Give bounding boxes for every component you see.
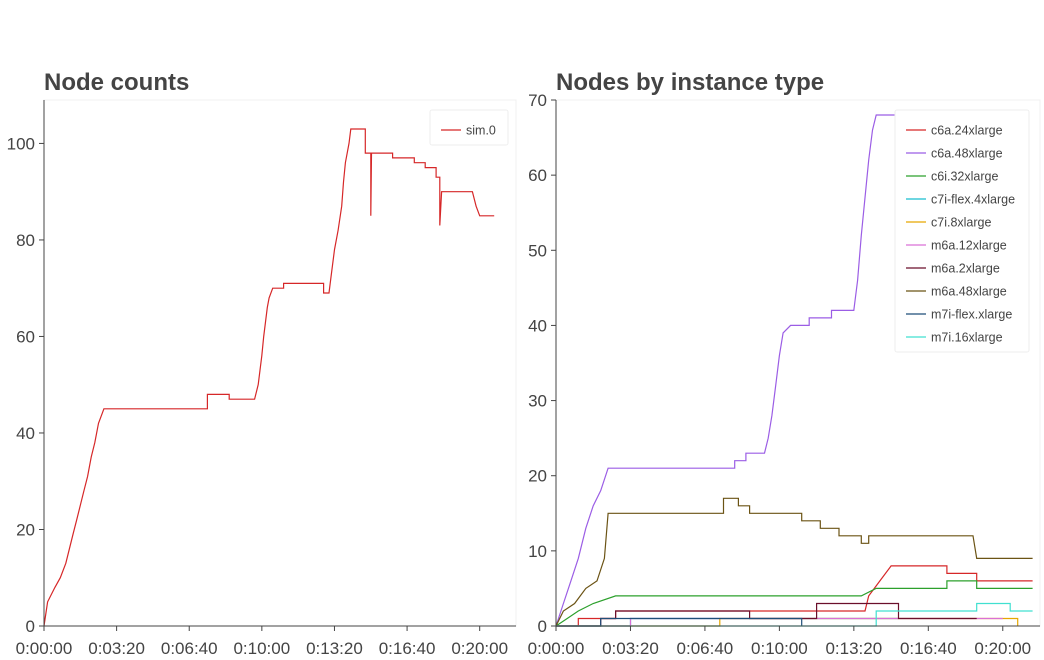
x-ticks: 0:00:00 0:03:20 0:06:40 0:10:00 0:13:20 0:16:… <box>528 626 1031 658</box>
y-tick-label: 100 <box>7 134 35 153</box>
x-tick-label: 0:06:40 <box>161 639 218 658</box>
x-tick-label: 0:20:00 <box>974 639 1031 658</box>
x-tick-label: 0:00:00 <box>16 639 73 658</box>
series-line-c7i-flex.4xlarge <box>556 617 899 627</box>
y-tick-label: 40 <box>528 316 547 335</box>
x-tick-label: 0:13:20 <box>825 639 882 658</box>
plot-frame <box>43 99 517 627</box>
y-tick-label: 0 <box>26 617 35 636</box>
legend-label: c7i-flex.4xlarge <box>931 193 1015 207</box>
legend-label: m7i.16xlarge <box>931 331 1003 345</box>
series-line-sim.0 <box>43 128 495 627</box>
series-line-c6a.24xlarge <box>556 565 1033 627</box>
legend-label: sim.0 <box>466 124 496 138</box>
series-line-c6i.32xlarge <box>555 580 1033 627</box>
series-line-m7i-flex.xlarge <box>556 617 803 627</box>
nodes-by-instance-type-chart: Nodes by instance type 0 10 20 30 40 50 60 70 0… <box>528 69 1041 658</box>
legend: sim.0 <box>429 109 509 146</box>
legend-label: m7i-flex.xlarge <box>931 308 1012 322</box>
x-tick-label: 0:16:40 <box>379 639 436 658</box>
x-tick-label: 0:10:00 <box>751 639 808 658</box>
x-tick-label: 0:10:00 <box>233 639 290 658</box>
y-ticks: 0 20 40 60 80 100 <box>7 134 44 636</box>
y-tick-label: 10 <box>528 542 547 561</box>
y-tick-label: 50 <box>528 241 547 260</box>
y-tick-label: 80 <box>16 231 35 250</box>
legend: c6a.24xlarge c6a.48xlarge c6i.32xlarge c7i-… <box>894 109 1030 353</box>
x-tick-label: 0:00:00 <box>528 639 585 658</box>
y-tick-label: 60 <box>528 166 547 185</box>
y-tick-label: 70 <box>528 91 547 110</box>
y-tick-label: 20 <box>16 520 35 539</box>
series-line-m6a.12xlarge <box>556 617 1003 627</box>
series-line-m7i.16xlarge <box>556 602 1033 627</box>
legend-label: c6a.48xlarge <box>931 147 1003 161</box>
x-tick-label: 0:03:20 <box>88 639 145 658</box>
legend-label: m6a.48xlarge <box>931 285 1007 299</box>
y-tick-label: 30 <box>528 392 547 411</box>
chart-title: Nodes by instance type <box>556 69 824 96</box>
y-tick-label: 60 <box>16 327 35 346</box>
y-tick-label: 0 <box>538 617 547 636</box>
legend-label: c6i.32xlarge <box>931 170 998 184</box>
legend-box <box>894 109 1030 353</box>
legend-label: m6a.12xlarge <box>931 239 1007 253</box>
series-line-m6a.48xlarge <box>555 497 1033 627</box>
legend-label: c6a.24xlarge <box>931 124 1003 138</box>
chart-title: Node counts <box>44 69 189 96</box>
x-tick-label: 0:16:40 <box>900 639 957 658</box>
plot-marks <box>43 128 495 627</box>
y-tick-label: 40 <box>16 424 35 443</box>
x-tick-label: 0:20:00 <box>451 639 508 658</box>
x-tick-label: 0:13:20 <box>306 639 363 658</box>
x-tick-label: 0:03:20 <box>602 639 659 658</box>
y-tick-label: 20 <box>528 467 547 486</box>
legend-label: m6a.2xlarge <box>931 262 1000 276</box>
series-line-m6a.2xlarge <box>556 602 977 627</box>
x-tick-label: 0:06:40 <box>677 639 734 658</box>
legend-box <box>429 109 509 146</box>
y-ticks: 0 10 20 30 40 50 60 70 <box>528 91 556 636</box>
series-line-c6a.48xlarge <box>555 114 895 627</box>
x-ticks: 0:00:00 0:03:20 0:06:40 0:10:00 0:13:20 0:16:… <box>16 626 508 658</box>
legend-label: c7i.8xlarge <box>931 216 991 230</box>
series-line-c7i.8xlarge <box>556 617 1019 627</box>
